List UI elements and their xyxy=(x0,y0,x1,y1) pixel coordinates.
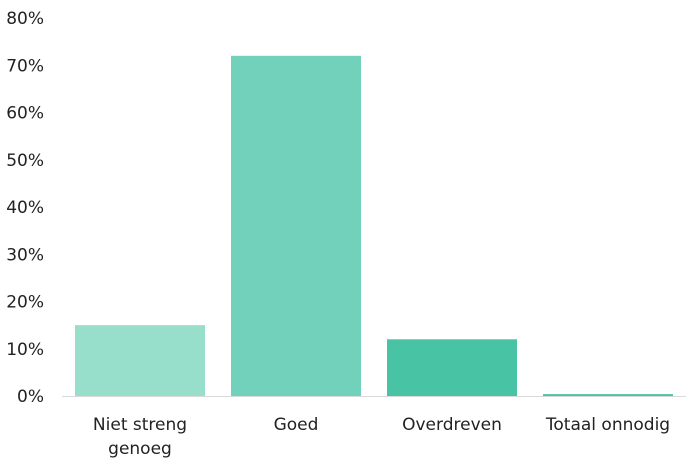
bar xyxy=(75,325,205,396)
x-tick-label: Totaal onnodig xyxy=(545,415,670,435)
x-tick-label: Goed xyxy=(274,415,319,435)
y-tick-label: 20% xyxy=(6,293,44,313)
y-tick-label: 80% xyxy=(6,9,44,29)
bars xyxy=(75,55,673,397)
x-axis-labels: Niet streng genoeg Goed Overdreven Totaal on… xyxy=(93,415,670,459)
bar xyxy=(387,339,517,396)
bar xyxy=(231,55,361,397)
y-tick-label: 0% xyxy=(17,387,44,407)
y-axis-ticks: 0% 10% 20% 30% 40% 50% 60% 70% 80% xyxy=(6,9,44,407)
x-tick-label: Overdreven xyxy=(402,415,502,435)
x-tick-label: genoeg xyxy=(108,439,172,459)
bar xyxy=(543,394,673,396)
y-tick-label: 70% xyxy=(6,56,44,76)
x-tick-label: Niet streng xyxy=(93,415,187,435)
y-tick-label: 40% xyxy=(6,198,44,218)
y-tick-label: 50% xyxy=(6,151,44,171)
y-tick-label: 30% xyxy=(6,245,44,265)
y-tick-label: 60% xyxy=(6,104,44,124)
y-tick-label: 10% xyxy=(6,340,44,360)
